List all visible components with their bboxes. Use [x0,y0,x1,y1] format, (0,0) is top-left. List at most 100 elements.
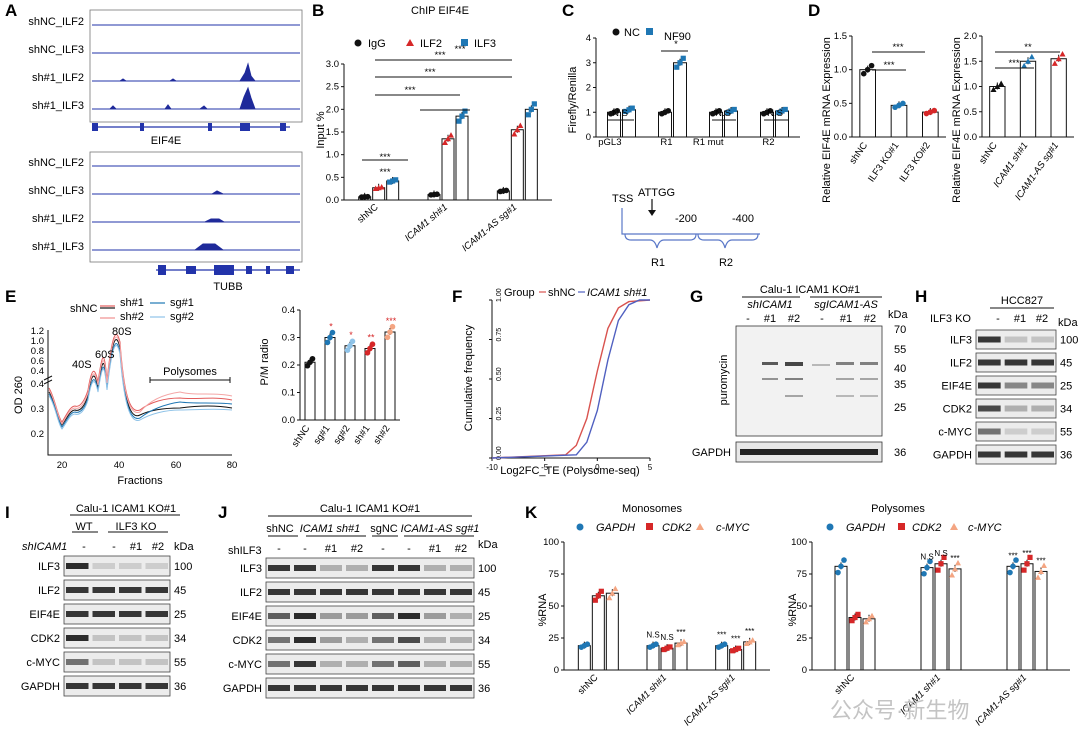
data-point [347,342,353,349]
legend-marker-igg [354,39,362,47]
y-tick-label: 0 [586,132,591,143]
blot-band [978,405,1001,412]
track-baselines-top [92,24,300,110]
blot-g-kda: kDa [888,309,908,321]
blot-band [450,685,472,691]
data-point [924,564,930,571]
blot-band [92,659,115,665]
x-tick-label: -5 [541,463,549,472]
blot-band [119,587,142,593]
data-point [665,107,672,114]
blot-g-marker-35: 35 [894,379,906,391]
data-point [367,345,373,352]
data-point [866,615,872,622]
blot-row-label: ILF2 [240,587,262,599]
blot-band [320,661,342,667]
data-point [931,107,938,114]
blot-row-label: CDK2 [943,404,972,416]
data-point [369,341,376,348]
y-tick-label: 75 [796,569,807,580]
x-tick-label: sg#2 [332,423,353,446]
data-point [626,107,632,113]
blot-i: ILF3 100 ILF2 45 EIF4E 25 CDK2 34 c-MYC 55 GAPDH 36 [21,555,192,697]
data-point [664,645,670,651]
eif4e-gene-model [92,123,290,131]
blot-row-cdk2 [265,629,475,651]
data-point [767,107,774,114]
panel-letter-a: A [5,1,17,20]
x-tick-label: ICAM1-AS sg#1 [682,672,738,728]
cdf-ylabel: Cumulative frequency [463,324,475,431]
bar [591,595,605,671]
qpcr-ylabel-right: Relative EIF4E mRNA Expression [951,37,963,203]
sig-label: *** [950,554,959,563]
k-right-title: Polysomes [871,503,925,515]
blot-band [268,589,290,595]
blot-band [450,661,472,667]
data-point [445,135,451,142]
legend-nc: NC [624,27,640,39]
polysomes-label: Polysomes [163,366,217,378]
data-point [1055,55,1062,62]
x-tick-label: sh#1 [352,423,373,446]
blot-band [424,661,446,667]
legend-nf90: NF90 [664,31,691,43]
chip-ylabel: Input % [315,111,327,149]
peak-40s: 40S [72,359,92,371]
data-point [938,561,944,567]
x-tick-label: R1 mut [693,137,724,148]
y-tick-label: 25 [796,633,807,644]
x-tick-label: ILF3 KO#1 [866,140,901,184]
profile-axes [47,330,232,456]
data-point [661,646,667,653]
x-tick-label: shNC [290,423,313,449]
blot-row-eif4e [63,603,171,625]
y-tick-label: 0.5 [964,107,977,118]
bar [441,138,455,201]
data-point [434,191,440,198]
data-point [782,106,788,113]
pm-ylabel: P/M radio [259,338,271,385]
track-label-a3: sh#1_ILF2 [32,72,84,84]
blot-band [372,565,394,571]
blot-band [1031,428,1054,435]
panel-letter-d: D [808,1,820,20]
data-point [503,187,510,194]
blot-band [424,685,446,691]
panel-letter-j: J [218,503,227,522]
data-point [595,593,601,599]
profile-xtick-80: 80 [227,460,238,471]
blot-band [978,359,1001,366]
blot-band [320,589,342,595]
chip-sig-lines [362,59,512,161]
blot-row-gapdh [63,675,171,697]
blot-band [294,589,316,595]
polysome-legend: shNC sh#1 sh#2 sg#1 sg#2 [70,297,194,323]
map-pos-200: -200 [675,213,697,225]
blot-band [1004,428,1028,435]
blot-j-lane: - [303,543,307,555]
blot-j-lane: - [381,543,385,555]
chip-sig-3: *** [404,85,415,96]
data-point [1027,554,1033,560]
blot-j-lane: #2 [351,543,363,555]
blot-band [320,685,342,691]
x-tick-label: ICAM1 sh#1 [624,672,669,717]
chip-sig-2: *** [379,167,390,178]
blot-row-label: CDK2 [233,635,262,647]
legend-sh1: sh#1 [120,297,144,309]
data-point [1035,574,1041,580]
blot-band [450,565,472,571]
blot-g-group-a: shICAM1 [747,299,792,311]
profile-ytick-02: 0.2 [31,429,44,440]
blot-j-group-3: sgNC [370,523,398,535]
data-point [389,323,396,330]
blot-j-lane: #1 [429,543,441,555]
blot-i-lane-4: #2 [152,541,164,553]
luc-sig-lines [608,50,788,121]
y-tick-label: 2.0 [326,104,339,115]
blot-h: ILF3 100 ILF2 45 EIF4E 25 CDK2 34 c-MYC 55 GAPDH 36 [933,329,1078,465]
blot-g-lane-4: - [820,313,824,325]
legend-marker-nf90 [646,28,653,35]
blot-row-label: GAPDH [223,683,262,695]
